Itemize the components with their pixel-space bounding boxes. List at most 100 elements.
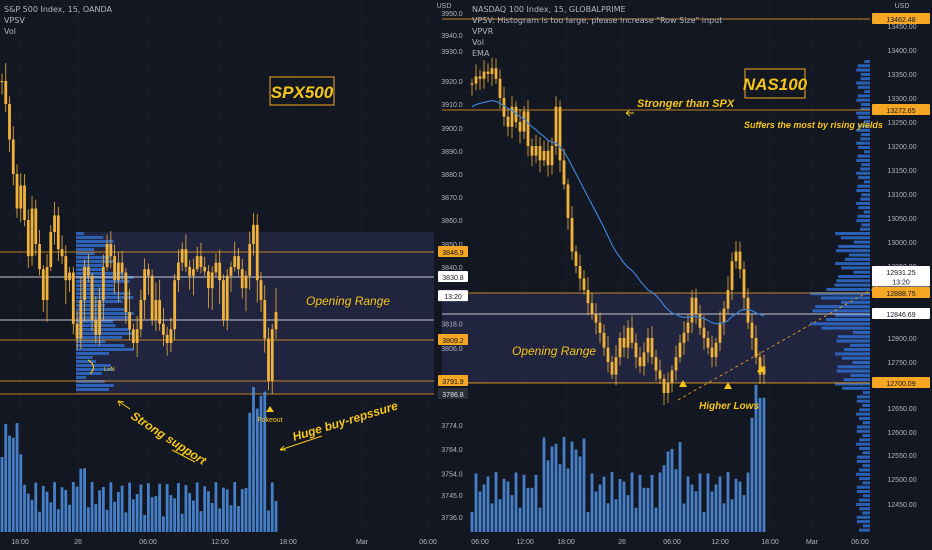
spx-candle-body xyxy=(11,139,15,174)
spx-candle-body xyxy=(38,244,41,270)
right-pane-indicator-ema: EMA xyxy=(472,49,490,58)
nas-volume-bar xyxy=(646,487,650,532)
nas-volume-bar xyxy=(726,472,730,532)
nas-volume-bar xyxy=(666,451,670,532)
nas-volume-bar xyxy=(526,487,530,532)
higher-lows-trendline xyxy=(677,284,881,401)
spx-volume-bar xyxy=(199,511,203,532)
nas-volume-bar xyxy=(534,474,538,532)
nas-candle-body xyxy=(690,297,694,323)
nas-profile-bar xyxy=(856,128,870,132)
nas-x-tick-label: 06:00 xyxy=(851,539,869,546)
nas-candle-body xyxy=(714,342,718,358)
nas-candle-body xyxy=(562,160,566,185)
spx-volume-bar xyxy=(41,485,45,532)
nas-title-annotation: NAS100 xyxy=(743,75,808,94)
nas-profile-bar xyxy=(844,257,870,261)
nas-opening-range-label: Opening Range xyxy=(512,344,596,358)
nas-profile-bar xyxy=(837,365,870,369)
spx-volume-bar xyxy=(15,423,19,532)
strong-support-arrow xyxy=(117,400,131,410)
nas-candle-body xyxy=(526,111,530,146)
nas-volume-bar xyxy=(678,442,682,532)
nas-profile-bar xyxy=(864,90,870,94)
nas-volume-bar xyxy=(550,446,554,532)
nas-candle-body xyxy=(522,111,526,132)
spx-price-tag xyxy=(438,375,468,386)
nas-profile-bar xyxy=(840,236,870,240)
nas-profile-bar xyxy=(856,455,870,459)
nas-y-tick-label: 13000.00 xyxy=(887,240,916,247)
spx-price-tag-label: 3846.9 xyxy=(442,250,464,257)
spx-price-tag-label: 3830.8 xyxy=(442,275,464,282)
spx-profile-bar xyxy=(76,244,110,247)
nas-candle-body xyxy=(638,357,642,367)
nas-candle-body xyxy=(498,78,502,98)
nas-x-tick-label: 18:00 xyxy=(557,539,575,546)
axes: USD3950.03940.03930.03920.03910.03900.03… xyxy=(11,0,930,550)
nas-profile-bar xyxy=(861,223,870,227)
spx-volume-bar xyxy=(270,482,274,532)
spx-volume-bar xyxy=(56,509,60,532)
spx-candle-body xyxy=(120,262,124,273)
nas-volume-bar xyxy=(618,478,622,532)
nas-volume-bar xyxy=(626,495,630,532)
spx-volume-bar xyxy=(109,482,113,532)
spx-y-tick-label: 3850.0 xyxy=(441,242,463,249)
nas-volume-bar xyxy=(586,511,590,532)
spx-volume-bar xyxy=(8,435,11,532)
spx-x-tick-label: 18:00 xyxy=(11,539,29,546)
spx-x-tick-label: Mar xyxy=(356,539,369,546)
spx-candle-body xyxy=(101,267,105,301)
spx-candle-body xyxy=(192,269,195,276)
higher-low-marker-2-icon xyxy=(724,382,732,389)
nas-profile-bar xyxy=(856,490,870,493)
nas-volume-bar xyxy=(490,503,494,532)
spx-candle-body xyxy=(116,262,120,281)
spx-price-tag xyxy=(438,246,468,257)
nas-candle-body xyxy=(542,150,546,161)
nas-profile-bar xyxy=(859,447,870,450)
nas-volume-bar xyxy=(594,491,598,532)
nas-profile-bar xyxy=(841,266,870,270)
spx-volume-bar xyxy=(79,468,83,532)
nas-volume-bar xyxy=(538,507,542,532)
spx-candle-body xyxy=(203,267,207,272)
nas-profile-bar xyxy=(862,434,870,438)
nas-profile-bar xyxy=(862,481,870,485)
spx-candle-body xyxy=(23,185,26,220)
nas-candle-body xyxy=(478,76,482,79)
nas-volume-bar xyxy=(470,512,474,532)
spx-volume-bar xyxy=(34,482,38,532)
nas-profile-bar xyxy=(843,378,870,382)
spx-volume-bar xyxy=(207,491,210,532)
spx-profile-bar xyxy=(76,284,114,287)
nas-volume-bar xyxy=(606,503,610,532)
spx-candle-body xyxy=(240,269,244,289)
spx-profile-bar xyxy=(76,388,109,391)
nas-x-tick-label: 06:00 xyxy=(663,539,681,546)
spx-volume-bar xyxy=(83,468,86,532)
nas-profile-bar xyxy=(859,507,870,511)
nas-y-tick-label: 13350.00 xyxy=(887,72,916,79)
nas-candle-body xyxy=(606,347,610,362)
lvn-bracket xyxy=(87,359,95,375)
spx-volume-bar xyxy=(184,485,188,532)
nas-profile-bar xyxy=(853,240,870,244)
spx-candle-body xyxy=(45,267,49,301)
spx-candle-body xyxy=(49,232,53,267)
nas-profile-bar xyxy=(856,68,870,72)
spx-y-tick-label: 3745.0 xyxy=(441,493,463,500)
spx-candle-body xyxy=(139,300,143,330)
nas-candle-body xyxy=(494,68,498,79)
nas-profile-bar xyxy=(821,296,870,300)
nas-candle-body xyxy=(510,106,514,127)
nas-profile-bar xyxy=(835,262,870,266)
nas-price-tag xyxy=(872,275,930,287)
nas-profile-bar xyxy=(841,300,870,304)
spx-volume-bar xyxy=(45,491,49,532)
nas-y-tick-label: 12750.00 xyxy=(887,360,916,367)
spx-price-tag xyxy=(438,290,468,302)
spx-candle-body xyxy=(225,275,229,320)
nas-volume-bar xyxy=(542,437,546,532)
